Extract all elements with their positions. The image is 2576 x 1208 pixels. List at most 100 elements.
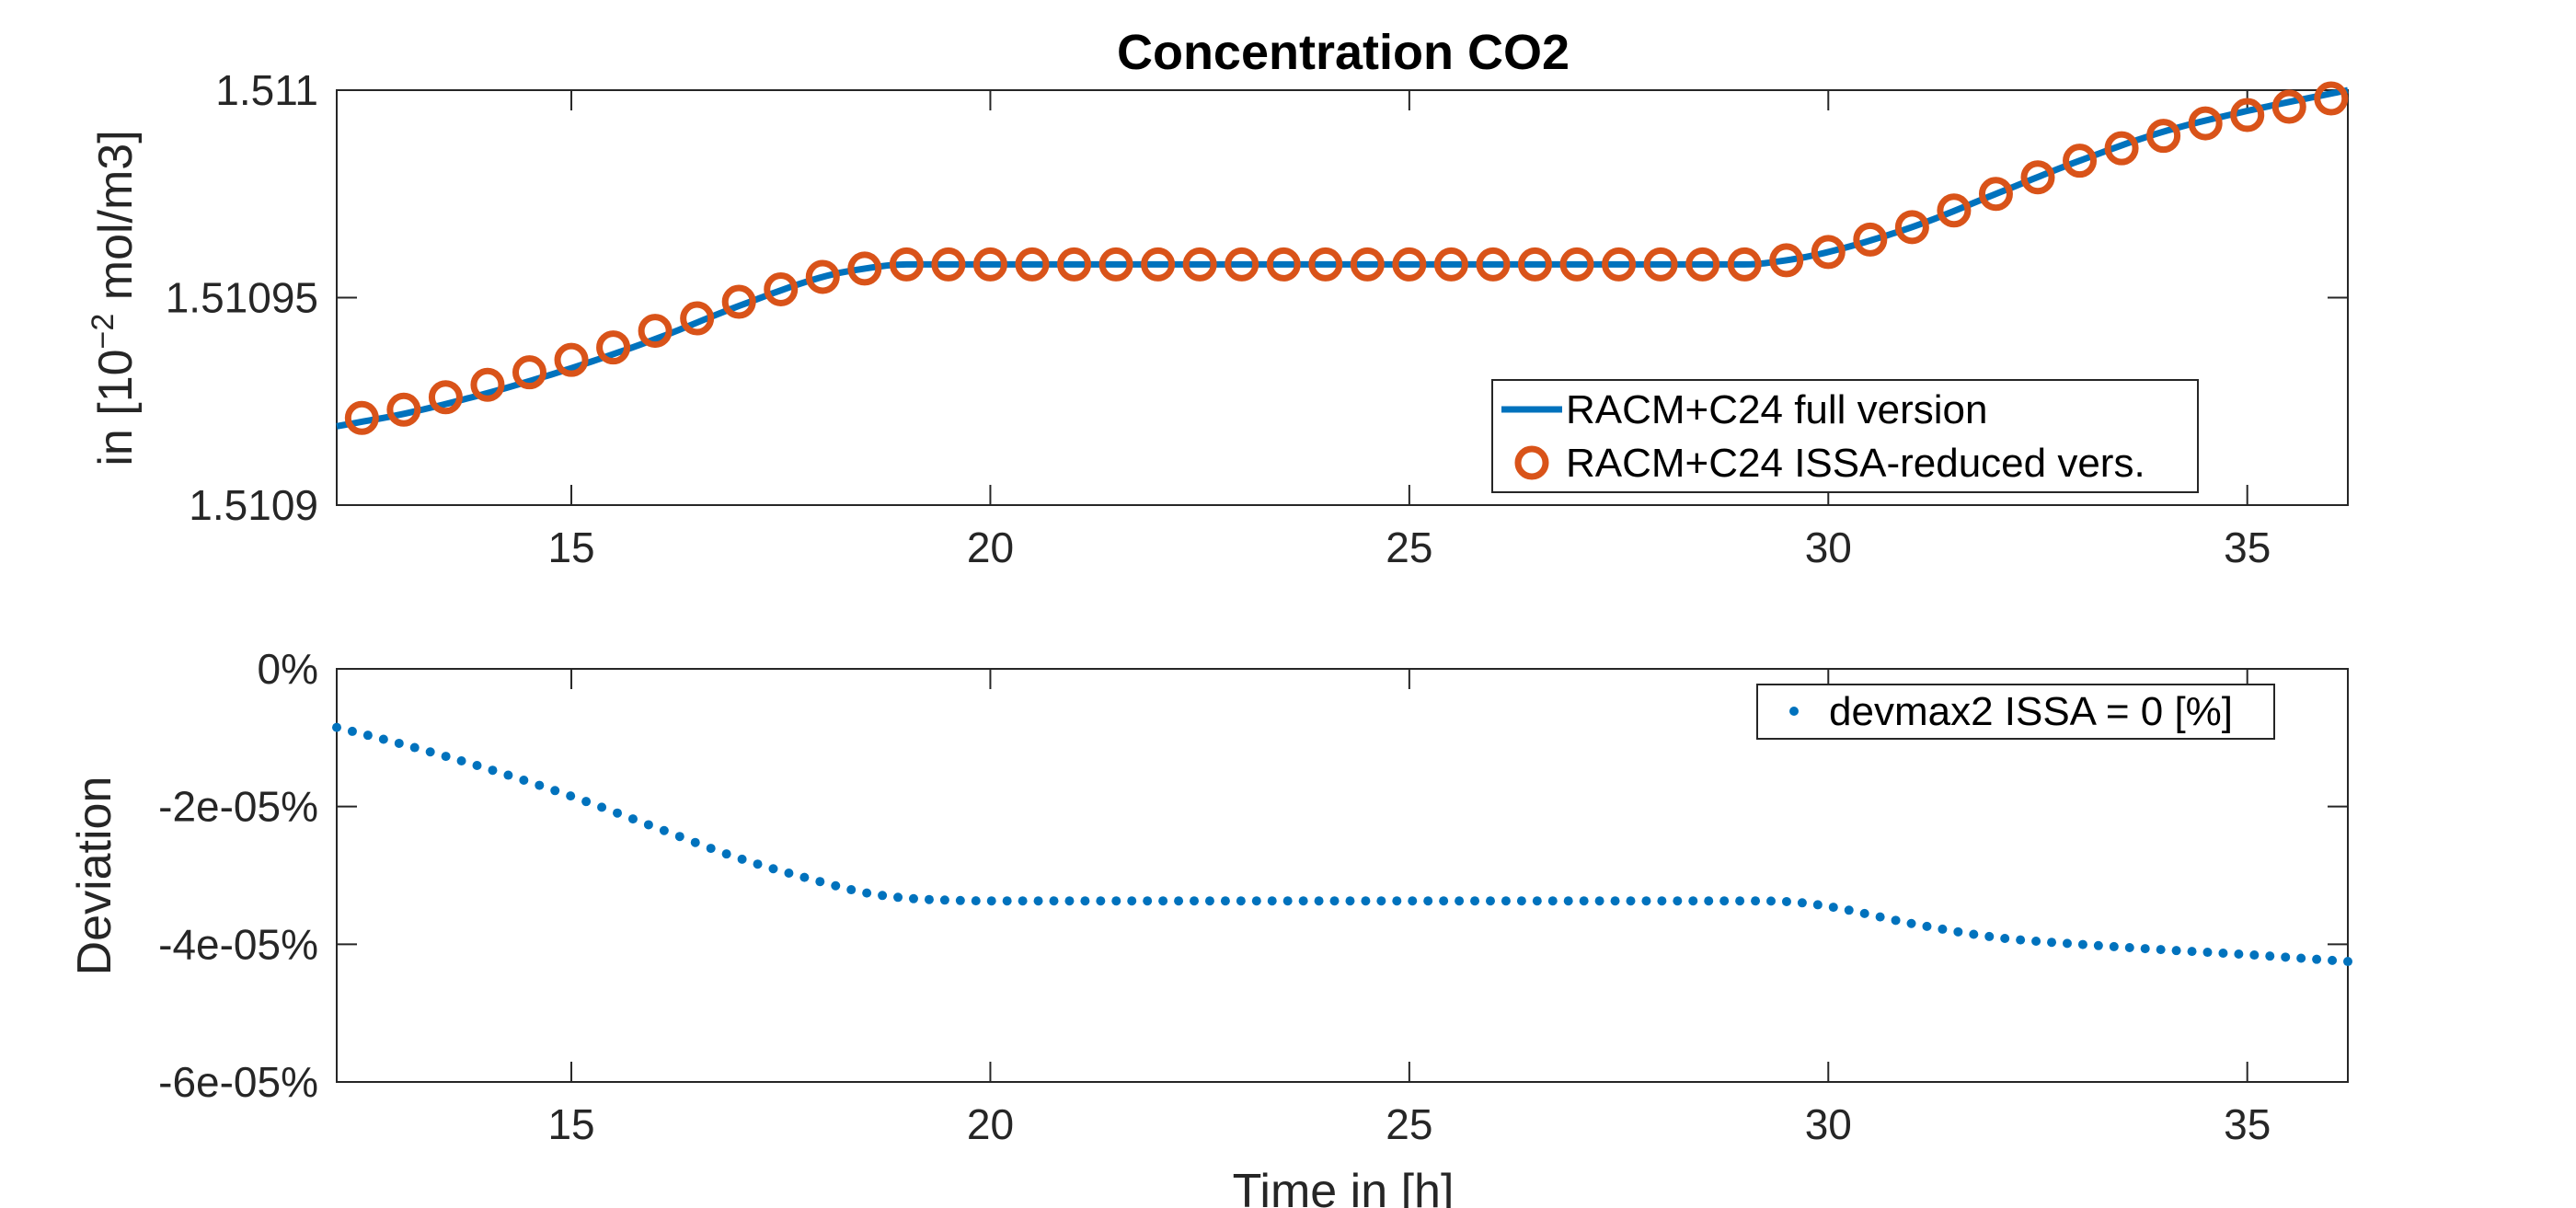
- deviation-point: [1049, 896, 1059, 906]
- series-marker-reduced: [596, 330, 631, 365]
- series-line-full: [336, 86, 2349, 430]
- deviation-point: [2062, 938, 2072, 949]
- deviation-point: [1361, 896, 1371, 906]
- deviation-point: [566, 791, 576, 801]
- deviation-point: [441, 752, 451, 762]
- deviation-point: [939, 895, 949, 905]
- deviation-point: [659, 825, 669, 835]
- series-marker-reduced: [638, 314, 673, 349]
- deviation-point: [1314, 896, 1324, 906]
- deviation-point: [2343, 957, 2352, 967]
- series-marker-reduced: [1350, 247, 1385, 282]
- x-tick-label: 20: [967, 523, 1014, 571]
- deviation-point: [955, 895, 965, 905]
- series-marker-reduced: [512, 355, 546, 390]
- series-marker-reduced: [2104, 131, 2139, 166]
- deviation-point: [1859, 908, 1869, 918]
- deviation-point: [1064, 896, 1075, 906]
- deviation-point: [674, 832, 684, 842]
- deviation-point: [753, 859, 763, 869]
- series-marker-reduced: [1894, 210, 1929, 245]
- deviation-point: [690, 837, 700, 847]
- deviation-point: [488, 765, 498, 776]
- deviation-point: [2077, 939, 2087, 949]
- series-marker-reduced: [1769, 243, 1804, 278]
- x-tick-label: 35: [2224, 1100, 2271, 1148]
- deviation-point: [986, 896, 996, 906]
- y-tick-label: 1.511: [215, 66, 318, 114]
- series-marker-reduced: [1433, 247, 1468, 282]
- deviation-point: [1673, 896, 1683, 906]
- x-tick-label: 35: [2224, 523, 2271, 571]
- deviation-point: [2109, 941, 2119, 951]
- deviation-point: [1704, 896, 1714, 906]
- y-axis-label-bottom: Deviation: [68, 777, 121, 976]
- deviation-point: [1408, 896, 1418, 906]
- x-axis-top: 15 20 25 30 35: [547, 90, 2271, 571]
- legend-label-deviation: devmax2 ISSA = 0 [%]: [1829, 689, 2233, 734]
- series-marker-reduced: [1057, 247, 1092, 282]
- series-marker-reduced: [2020, 160, 2055, 195]
- deviation-point: [1969, 929, 1979, 939]
- deviation-point: [1329, 896, 1340, 906]
- deviation-point: [1844, 905, 1854, 915]
- deviation-point: [2328, 955, 2338, 965]
- deviation-point: [2031, 937, 2041, 947]
- legend-swatch-deviation-dot: [1789, 707, 1799, 716]
- deviation-point: [2265, 951, 2275, 961]
- y-axis-label: in [10−2 mol/m3]: [86, 130, 143, 466]
- series-marker-reduced: [721, 284, 756, 319]
- deviation-point: [1080, 896, 1090, 906]
- series-marker-reduced: [1727, 247, 1762, 282]
- deviation-point: [1828, 903, 1838, 913]
- deviation-point: [1111, 896, 1121, 906]
- series-marker-reduced: [1853, 222, 1888, 257]
- chart-title: Concentration CO2: [1117, 25, 1570, 80]
- deviation-point: [1563, 896, 1573, 906]
- series-marker-reduced: [1392, 247, 1427, 282]
- plot-frame-bottom: [336, 668, 2349, 1083]
- deviation-point: [2016, 935, 2026, 945]
- series-marker-reduced: [972, 247, 1007, 282]
- deviation-point: [721, 849, 731, 859]
- deviation-point: [971, 896, 981, 906]
- deviation-point: [1781, 896, 1791, 906]
- series-marker-reduced: [1015, 247, 1050, 282]
- deviation-point: [409, 742, 420, 753]
- series-marker-reduced: [428, 380, 463, 415]
- deviation-point: [1610, 896, 1620, 906]
- deviation-point: [1953, 926, 1963, 937]
- deviation-point: [1891, 915, 1901, 926]
- deviation-point: [1267, 896, 1277, 906]
- series-marker-reduced: [764, 271, 799, 306]
- legend-box-top: [1491, 379, 2199, 493]
- deviation-point: [1143, 896, 1153, 906]
- deviation-point: [706, 844, 716, 854]
- series-marker-reduced: [847, 251, 882, 286]
- deviation-point: [846, 885, 857, 895]
- series-marker-reduced: [1308, 247, 1343, 282]
- y-tick-label: -2e-05%: [158, 783, 318, 831]
- deviation-point: [2124, 943, 2134, 953]
- deviation-point: [472, 761, 482, 771]
- deviation-point: [2249, 950, 2260, 961]
- series-marker-reduced: [2314, 81, 2349, 116]
- deviation-point: [1345, 896, 1355, 906]
- deviation-point: [1579, 896, 1589, 906]
- deviation-point: [1127, 896, 1137, 906]
- deviation-point: [815, 877, 825, 887]
- x-tick-label: 20: [967, 1100, 1014, 1148]
- deviation-point: [1594, 896, 1604, 906]
- series-layer-top: [336, 81, 2349, 435]
- deviation-point: [1455, 896, 1465, 906]
- deviation-point: [908, 893, 918, 903]
- deviation-point: [878, 891, 888, 901]
- legend-label-full: RACM+C24 full version: [1566, 387, 1988, 432]
- deviation-point: [1002, 896, 1012, 906]
- series-marker-reduced: [1937, 193, 1972, 228]
- series-marker-reduced: [386, 392, 421, 427]
- legend-swatch-reduced-marker: [1514, 445, 1549, 480]
- deviation-point: [799, 872, 810, 882]
- series-marker-reduced: [1685, 247, 1720, 282]
- series-marker-reduced: [1225, 247, 1259, 282]
